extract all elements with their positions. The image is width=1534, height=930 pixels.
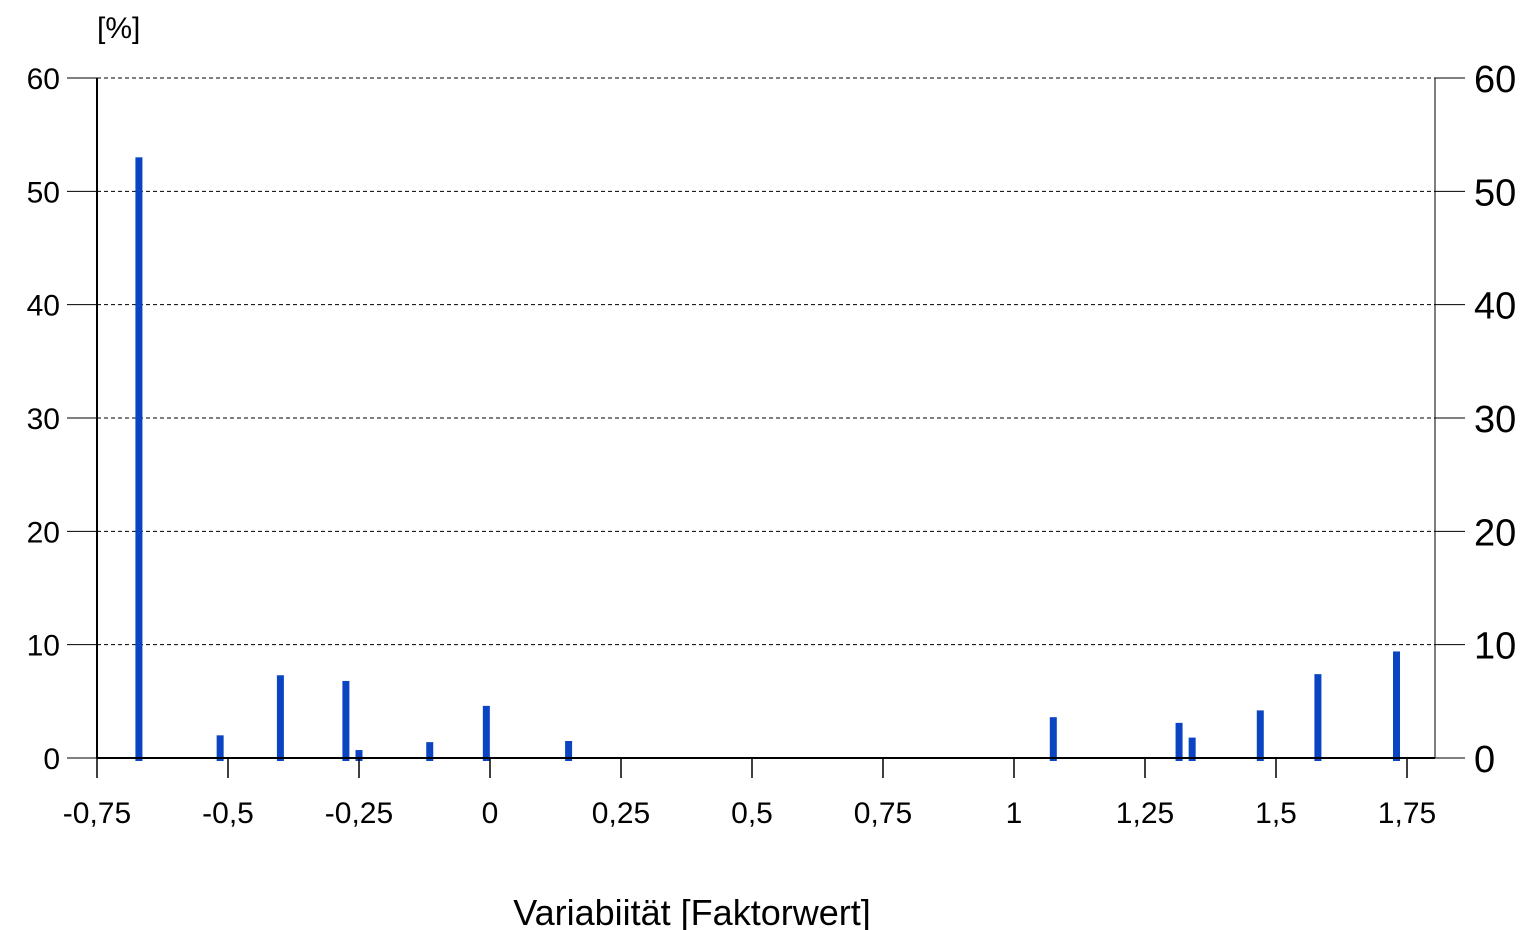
y-tick-label-left-30: 30 — [27, 403, 60, 436]
axes — [67, 77, 1465, 778]
y-tick-label-right-60: 60 — [1474, 59, 1516, 101]
x-tick-label-1,5: 1,5 — [1255, 797, 1297, 830]
y-tick-label-right-20: 20 — [1474, 512, 1516, 554]
bar-13 — [1393, 651, 1401, 761]
x-tick-label-0,5: 0,5 — [731, 797, 773, 830]
y-tick-label-right-0: 0 — [1474, 739, 1495, 781]
y-tick-label-right-10: 10 — [1474, 626, 1516, 668]
bar-5 — [426, 742, 434, 761]
bar-3 — [342, 680, 350, 761]
bar-8 — [1049, 717, 1057, 761]
y-tick-label-left-20: 20 — [27, 516, 60, 549]
y-tick-label-right-40: 40 — [1474, 286, 1516, 328]
bar-1 — [216, 735, 224, 761]
x-axis-title: Variabiität [Faktorwert] — [513, 892, 870, 930]
bars — [135, 157, 1401, 762]
bar-0 — [135, 157, 143, 762]
x-tick-label-0: 0 — [482, 797, 499, 830]
x-tick-label--0,75: -0,75 — [63, 797, 131, 830]
y-tick-label-left-40: 40 — [27, 290, 60, 323]
bar-9 — [1175, 722, 1183, 761]
x-tick-label-0,25: 0,25 — [592, 797, 650, 830]
gridlines — [97, 77, 1435, 646]
bar-4 — [355, 750, 363, 761]
bar-2 — [276, 675, 284, 761]
y-axis-unit-label: [%] — [97, 12, 140, 45]
x-tick-label--0,5: -0,5 — [202, 797, 254, 830]
x-tick-label--0,25: -0,25 — [325, 797, 393, 830]
y-tick-label-left-50: 50 — [27, 176, 60, 209]
bar-11 — [1256, 710, 1264, 761]
bar-12 — [1314, 674, 1322, 761]
y-tick-label-left-0: 0 — [43, 743, 60, 776]
bar-7 — [565, 741, 573, 761]
y-tick-label-left-60: 60 — [27, 63, 60, 96]
bar-10 — [1188, 737, 1196, 761]
bar-6 — [482, 705, 490, 761]
x-tick-label-1,75: 1,75 — [1378, 797, 1436, 830]
x-tick-label-1,25: 1,25 — [1116, 797, 1174, 830]
y-tick-label-right-30: 30 — [1474, 399, 1516, 441]
y-tick-label-right-50: 50 — [1474, 172, 1516, 214]
y-tick-label-left-10: 10 — [27, 630, 60, 663]
x-tick-label-1: 1 — [1006, 797, 1023, 830]
x-tick-label-0,75: 0,75 — [854, 797, 912, 830]
